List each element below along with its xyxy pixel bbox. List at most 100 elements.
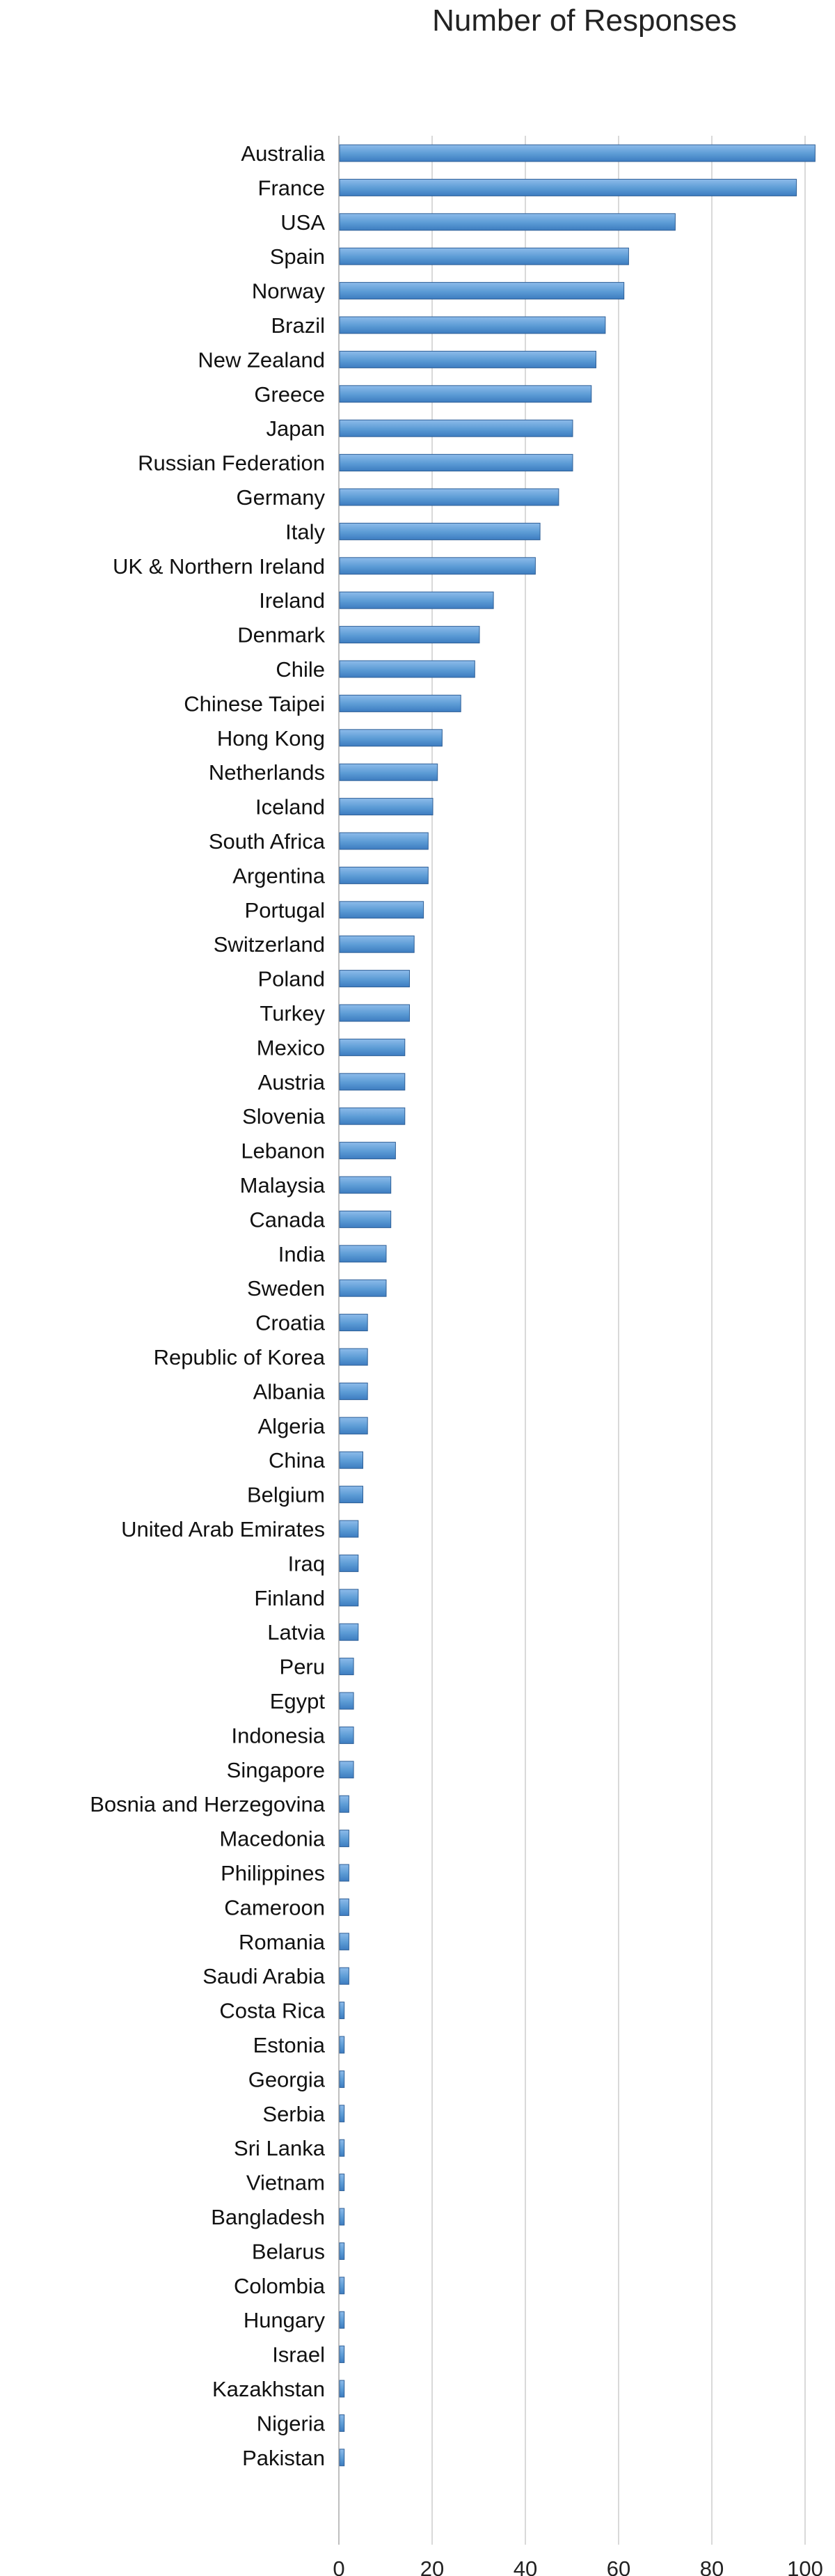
bar bbox=[339, 557, 536, 575]
bar bbox=[339, 1176, 392, 1194]
category-label: Bangladesh bbox=[211, 2205, 325, 2229]
bar bbox=[339, 2002, 345, 2020]
bar bbox=[339, 1348, 368, 1366]
x-tick-label: 40 bbox=[514, 2557, 537, 2576]
category-label: Nigeria bbox=[257, 2411, 326, 2435]
bar bbox=[339, 970, 410, 988]
category-label: Pakistan bbox=[242, 2446, 325, 2470]
bar bbox=[339, 1038, 406, 1056]
category-label: Germany bbox=[237, 485, 326, 510]
category-label: Georgia bbox=[248, 2067, 326, 2091]
category-label: Switzerland bbox=[214, 932, 325, 957]
category-label: Belarus bbox=[252, 2239, 325, 2263]
bar bbox=[339, 1314, 368, 1332]
bar bbox=[339, 2449, 345, 2467]
category-label: Colombia bbox=[234, 2274, 326, 2298]
category-label: Iceland bbox=[255, 795, 325, 819]
bar bbox=[339, 2208, 345, 2226]
bar bbox=[339, 1279, 387, 1297]
category-label: Denmark bbox=[237, 623, 325, 647]
bar bbox=[339, 419, 573, 437]
category-label: United Arab Emirates bbox=[121, 1517, 325, 1541]
category-label: India bbox=[278, 1242, 326, 1266]
bar bbox=[339, 2139, 345, 2157]
category-label: Romania bbox=[239, 1930, 326, 1954]
category-label: Macedonia bbox=[219, 1827, 325, 1851]
bar bbox=[339, 1761, 354, 1779]
category-label: Canada bbox=[249, 1207, 325, 1232]
category-label: Singapore bbox=[227, 1758, 325, 1782]
bar bbox=[339, 2311, 345, 2329]
category-label: Finland bbox=[254, 1586, 325, 1610]
category-label: Malaysia bbox=[240, 1173, 326, 1197]
bar bbox=[339, 2380, 345, 2398]
bar bbox=[339, 832, 429, 850]
bar bbox=[339, 385, 592, 403]
category-label: Poland bbox=[257, 967, 325, 991]
bar bbox=[339, 1623, 359, 1641]
bar bbox=[339, 591, 494, 609]
category-label: Peru bbox=[280, 1655, 325, 1679]
bar bbox=[339, 213, 676, 231]
bar bbox=[339, 2105, 345, 2123]
category-label: Mexico bbox=[257, 1035, 325, 1060]
category-label: Argentina bbox=[232, 863, 325, 888]
bar bbox=[339, 1417, 368, 1435]
bar bbox=[339, 2346, 345, 2364]
chart-title: Number of Responses bbox=[432, 3, 737, 38]
bar bbox=[339, 144, 816, 162]
category-label: Spain bbox=[270, 244, 325, 269]
bars bbox=[339, 144, 816, 2467]
bar bbox=[339, 178, 797, 196]
category-label: Chile bbox=[276, 657, 325, 682]
bar bbox=[339, 1142, 396, 1160]
bar bbox=[339, 2036, 345, 2054]
bar bbox=[339, 522, 541, 540]
bar bbox=[339, 901, 424, 919]
bar bbox=[339, 729, 443, 747]
category-label: Algeria bbox=[258, 1414, 326, 1438]
bar bbox=[339, 1382, 368, 1400]
category-label: Lebanon bbox=[241, 1139, 325, 1163]
bar bbox=[339, 247, 629, 265]
category-label: Indonesia bbox=[232, 1723, 326, 1748]
category-label: UK & Northern Ireland bbox=[113, 554, 325, 579]
bar bbox=[339, 1864, 349, 1882]
bar bbox=[339, 935, 415, 953]
category-label: China bbox=[269, 1448, 326, 1472]
bar bbox=[339, 1245, 387, 1263]
category-label: Kazakhstan bbox=[212, 2377, 325, 2401]
category-label: Belgium bbox=[247, 1483, 325, 1507]
category-label: Norway bbox=[252, 279, 326, 304]
category-label: USA bbox=[280, 210, 325, 235]
bar bbox=[339, 1210, 392, 1228]
category-label: Latvia bbox=[267, 1620, 325, 1644]
category-label: Slovenia bbox=[242, 1104, 326, 1129]
bar bbox=[339, 2242, 345, 2260]
category-label: Brazil bbox=[271, 313, 325, 338]
bar bbox=[339, 454, 573, 472]
category-label: Serbia bbox=[262, 2102, 325, 2126]
category-label: Israel bbox=[272, 2343, 325, 2367]
category-label: South Africa bbox=[209, 829, 326, 854]
category-label: Egypt bbox=[270, 1689, 326, 1713]
bar bbox=[339, 350, 596, 368]
bar bbox=[339, 694, 461, 712]
bar bbox=[339, 2174, 345, 2192]
bar bbox=[339, 1795, 349, 1813]
bar bbox=[339, 1107, 406, 1125]
category-label: Vietnam bbox=[246, 2171, 325, 2195]
category-label: Turkey bbox=[260, 1001, 325, 1026]
category-label: Croatia bbox=[255, 1311, 326, 1335]
bar bbox=[339, 488, 559, 506]
bar bbox=[339, 1486, 363, 1504]
category-label: Netherlands bbox=[209, 760, 325, 785]
category-label: Russian Federation bbox=[138, 451, 325, 476]
category-label: Hungary bbox=[244, 2308, 326, 2332]
category-label: Sri Lanka bbox=[234, 2136, 326, 2160]
bar bbox=[339, 798, 434, 816]
bar bbox=[339, 1004, 410, 1022]
bar bbox=[339, 2277, 345, 2295]
bar bbox=[339, 2414, 345, 2432]
